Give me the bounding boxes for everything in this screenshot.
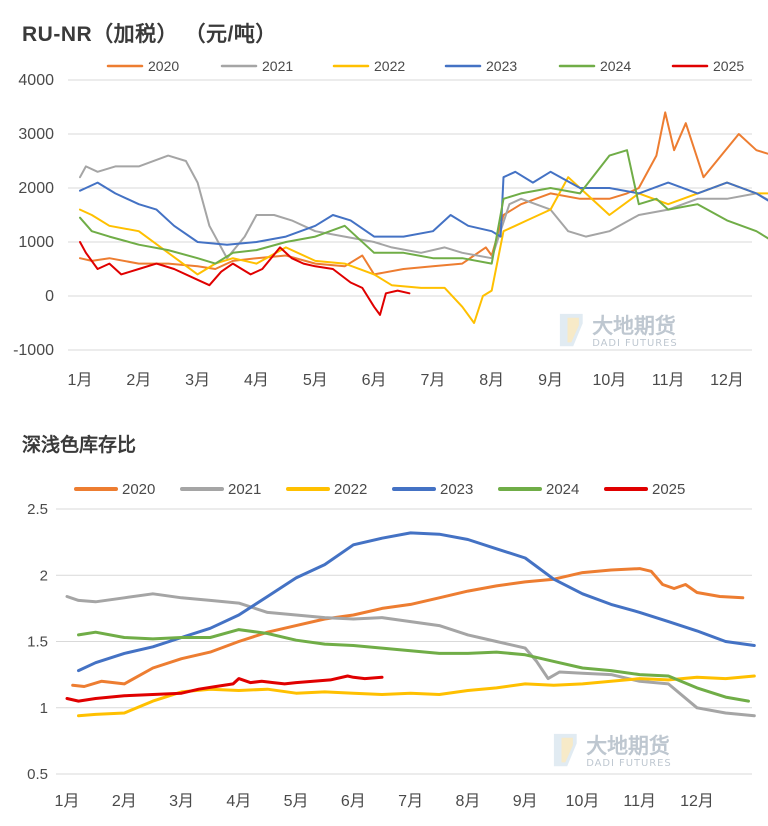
legend-label: 2020 [122,481,155,498]
x-tick-label: 7月 [398,793,423,810]
y-tick-label: 3000 [18,126,54,143]
legend-label: 2021 [262,58,293,74]
legend-label: 2022 [334,481,367,498]
watermark-text: 大地期货 [592,314,676,338]
x-tick-label: 1月 [68,372,93,389]
y-tick-label: 1 [40,700,48,717]
watermark-text: DADI FUTURES [586,758,671,769]
x-tick-label: 3月 [169,793,194,810]
x-tick-label: 12月 [710,372,744,389]
watermark-text: 大地期货 [586,734,670,758]
x-tick-label: 2月 [112,793,137,810]
legend-label: 2023 [440,481,473,498]
y-tick-label: 2.5 [27,501,48,518]
watermark-text: DADI FUTURES [592,338,677,349]
legend-label: 2025 [652,481,685,498]
series-line-2024 [77,628,750,703]
x-tick-label: 8月 [479,372,504,389]
x-tick-label: 8月 [455,793,480,810]
legend-label: 2025 [713,58,744,74]
x-tick-label: 6月 [362,372,387,389]
legend-label: 2024 [546,481,579,498]
x-tick-label: 2月 [126,372,151,389]
x-tick-label: 3月 [185,372,210,389]
x-tick-label: 5月 [303,372,328,389]
x-tick-label: 9月 [513,793,538,810]
x-tick-label: 4月 [226,793,251,810]
legend-label: 2022 [374,58,405,74]
legend-label: 2023 [486,58,517,74]
y-tick-label: 0.5 [27,766,48,783]
x-tick-label: 6月 [341,793,366,810]
series-line-2021 [65,592,756,718]
series-line-2025 [65,674,384,703]
x-tick-label: 11月 [652,372,685,389]
chart2-title: 深浅色库存比 [22,435,137,456]
series-line-2020 [79,111,768,276]
y-tick-label: 4000 [18,72,54,89]
y-tick-label: 2 [40,567,48,584]
series-line-2021 [79,154,768,260]
watermark-logo-icon [567,317,579,343]
x-tick-label: 10月 [566,793,600,810]
series-line-2025 [79,241,411,316]
legend-label: 2024 [600,58,631,74]
legend-label: 2021 [228,481,261,498]
series-line-2020 [71,567,745,688]
chart1: 4000 3000 2000 1000 0 -1000 1月 2月 3月 4月 5月 6月 7月 8月 9月… [13,58,768,389]
y-tick-label: 0 [45,288,54,305]
x-tick-label: 5月 [284,793,309,810]
x-tick-label: 9月 [538,372,563,389]
x-tick-label: 7月 [420,372,445,389]
chart2: 2.5 2 1.5 1 0.5 1月 2月 3月 4月 5月 6月 7月 8月 9月 10月 11月 12月 大地… [27,481,756,810]
y-tick-label: 1000 [18,234,54,251]
y-tick-label: -1000 [13,342,54,359]
y-tick-label: 1.5 [27,634,48,651]
series-line-2024 [79,149,768,265]
x-tick-label: 4月 [244,372,269,389]
x-tick-label: 1月 [55,793,80,810]
y-tick-label: 2000 [18,180,54,197]
chart1-title: RU-NR（加税） （元/吨） [22,23,277,46]
legend-label: 2020 [148,58,179,74]
watermark-logo-icon [561,737,573,763]
x-tick-label: 11月 [623,793,656,810]
series-line-2023 [79,170,768,246]
x-tick-label: 12月 [680,793,714,810]
x-tick-label: 10月 [592,372,626,389]
series-line-2022 [79,176,768,324]
